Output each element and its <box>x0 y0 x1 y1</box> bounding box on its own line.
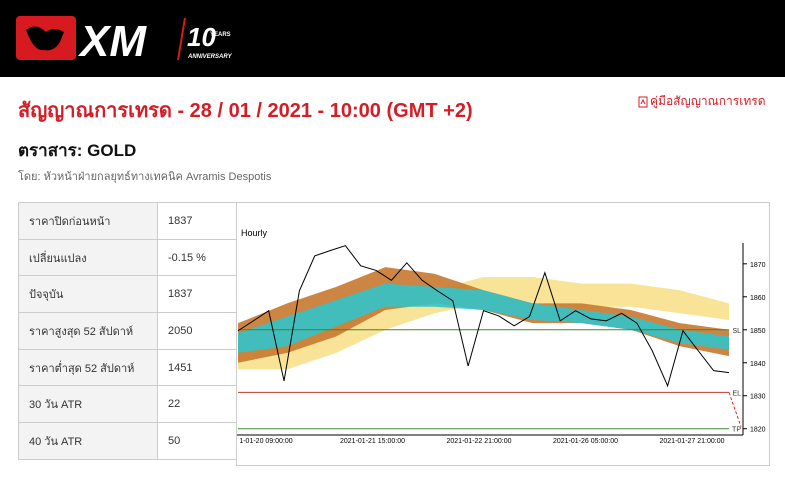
x-tick-label: 2021-01-22 21:00:00 <box>447 438 512 445</box>
row-value: 1451 <box>157 348 237 387</box>
bull-icon <box>26 26 64 51</box>
table-row: ราคาต่ำสุด 52 สัปดาห์ 1451 <box>18 348 237 387</box>
table-row: ราคาปิดก่อนหน้า 1837 <box>18 202 237 240</box>
logo-text: XM <box>77 17 147 66</box>
row-label: ปัจจุบัน <box>18 275 158 314</box>
table-row: 40 วัน ATR 50 <box>18 422 237 460</box>
logo: XM 10 YEARS ANNIVERSARY <box>16 16 233 66</box>
x-tick-label: 1-01-20 09:00:00 <box>239 438 292 445</box>
instrument: ตราสาร: GOLD <box>18 141 137 160</box>
band <box>238 283 729 353</box>
row-value: 22 <box>157 385 237 424</box>
anniversary-number: 10 <box>187 22 216 52</box>
level-label: EL <box>732 390 741 397</box>
header: XM 10 YEARS ANNIVERSARY <box>0 0 785 77</box>
y-tick-label: 1820 <box>750 427 766 434</box>
x-tick-label: 2021-01-27 21:00:00 <box>660 438 725 445</box>
row-value: 1837 <box>157 275 237 314</box>
table-row: เปลี่ยนแปลง -0.15 % <box>18 238 237 277</box>
divider <box>177 17 186 61</box>
guide-link-text[interactable]: คู่มือสัญญาณการเทรด <box>650 94 766 108</box>
row-label: ราคาต่ำสุด 52 สัปดาห์ <box>18 348 158 387</box>
info-table: ราคาปิดก่อนหน้า 1837 เปลี่ยนแปลง -0.15 % ปัจ… <box>18 202 237 460</box>
row-label: ราคาปิดก่อนหน้า <box>18 202 158 240</box>
anniversary-text: ANNIVERSARY <box>187 54 233 60</box>
table-row: ปัจจุบัน 1837 <box>18 275 237 314</box>
level-label: SL <box>732 328 741 335</box>
band <box>238 277 729 370</box>
band <box>238 267 729 363</box>
row-value: 50 <box>157 422 237 460</box>
table-row: 30 วัน ATR 22 <box>18 385 237 424</box>
author: โดย: หัวหน้าฝ่ายกลยุทธ์ทางเทคนิค Avramis… <box>18 171 272 183</box>
x-tick-label: 2021-01-21 15:00:00 <box>340 438 405 445</box>
pdf-icon <box>638 96 648 107</box>
chart: Hourly 1820 1830 1840 1850 1860 1870 SL EL TP 1-0… <box>236 202 770 466</box>
guide-link[interactable]: คู่มือสัญญาณการเทรด <box>638 92 766 111</box>
row-value: 1837 <box>157 202 237 240</box>
y-tick-label: 1830 <box>750 394 766 401</box>
row-label: ราคาสูงสุด 52 สัปดาห์ <box>18 312 158 350</box>
x-tick-label: 2021-01-26 05:00:00 <box>553 438 618 445</box>
table-row: ราคาสูงสุด 52 สัปดาห์ 2050 <box>18 312 237 350</box>
y-tick-label: 1840 <box>750 361 766 368</box>
row-label: 30 วัน ATR <box>18 385 158 424</box>
price-line <box>237 245 730 388</box>
chart-title: Hourly <box>241 228 268 238</box>
row-label: เปลี่ยนแปลง <box>18 238 158 277</box>
level-label: TP <box>732 427 741 434</box>
y-tick-label: 1870 <box>750 262 766 269</box>
years-text: YEARS <box>210 32 231 38</box>
row-label: 40 วัน ATR <box>18 422 158 460</box>
y-tick-label: 1860 <box>750 295 766 302</box>
row-value: 2050 <box>157 312 237 350</box>
target-arrow <box>728 392 742 427</box>
page-title: สัญญาณการเทรด - 28 / 01 / 2021 - 10:00 (… <box>18 100 473 122</box>
row-value: -0.15 % <box>157 238 237 277</box>
y-tick-label: 1850 <box>750 328 766 335</box>
